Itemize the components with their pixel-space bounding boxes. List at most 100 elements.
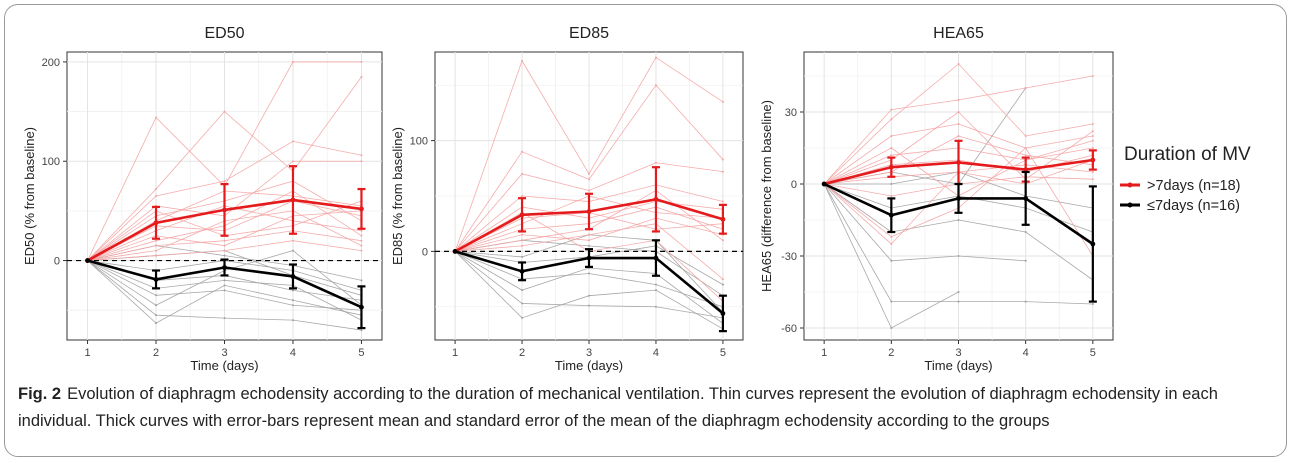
individual-short-point (588, 272, 590, 275)
x-tick-label: 3 (586, 347, 592, 359)
series-long-point (888, 164, 894, 170)
individual-long-point (155, 244, 158, 247)
x-axis-label: Time (days) (555, 358, 623, 373)
y-tick-label: 30 (785, 107, 797, 119)
individual-long-point (521, 172, 524, 175)
individual-long-point (957, 123, 960, 125)
individual-long-point (360, 229, 363, 232)
series-long-point (153, 220, 159, 226)
legend-long-label: >7days (n=18) (1147, 178, 1241, 194)
individual-long-point (890, 195, 893, 197)
x-tick-label: 2 (888, 347, 894, 359)
series-long-point (720, 216, 726, 222)
series-long-point (586, 209, 592, 214)
individual-short-point (890, 327, 893, 329)
individual-long-point (890, 118, 893, 121)
series-short-point (290, 274, 296, 279)
x-tick-label: 4 (290, 347, 296, 359)
panel-title: ED85 (569, 25, 609, 42)
series-long-point (519, 212, 525, 218)
panel-title: HEA65 (933, 25, 984, 42)
series-short-point (956, 196, 961, 201)
individual-long-point (654, 161, 657, 164)
y-axis-label: ED85 (% from baseline) (390, 127, 405, 265)
individual-long-point (223, 244, 226, 247)
series-short-point (821, 181, 827, 187)
individual-long-point (155, 239, 158, 242)
individual-short-point (521, 316, 524, 319)
individual-long-point (291, 160, 294, 163)
individual-long-point (957, 111, 960, 113)
individual-long-point (1024, 147, 1027, 149)
y-tick-label: -60 (781, 323, 797, 335)
individual-long-point (1091, 171, 1094, 173)
individual-short-point (957, 291, 960, 293)
series-short-point (1023, 196, 1029, 201)
individual-long-point (957, 99, 960, 101)
individual-long-point (721, 100, 724, 103)
individual-short-point (291, 319, 294, 322)
x-tick-label: 4 (653, 347, 659, 359)
individual-short-point (291, 299, 294, 302)
individual-short-point (1024, 231, 1027, 233)
individual-long-point (1091, 139, 1094, 142)
individual-long-point (1091, 130, 1094, 133)
caption-label: Fig. 2 (18, 385, 62, 403)
individual-short-point (957, 255, 960, 257)
individual-short-point (223, 284, 226, 287)
legend-long-point (1127, 182, 1133, 188)
individual-short-point (291, 304, 294, 307)
individual-long-point (223, 249, 226, 252)
series-short-point (586, 255, 592, 261)
x-axis-label: Time (days) (924, 358, 992, 373)
individual-long-point (360, 249, 363, 252)
individual-short-point (721, 283, 724, 286)
individual-long-point (721, 239, 724, 242)
series-long-point (1023, 167, 1029, 173)
series-long-point (359, 206, 364, 212)
individual-long-point (291, 60, 294, 63)
individual-short-point (890, 183, 893, 185)
individual-short-point (1024, 259, 1027, 262)
series-long-point (222, 207, 227, 213)
individual-long-point (1091, 123, 1094, 125)
series-long-point (653, 196, 659, 202)
y-axis-label: ED50 (% from baseline) (22, 127, 37, 265)
individual-short-point (890, 300, 893, 303)
individual-long-point (360, 75, 363, 78)
individual-short-point (155, 294, 158, 297)
individual-short-point (291, 249, 294, 252)
individual-long-point (654, 84, 657, 87)
individual-short-point (360, 329, 363, 332)
individual-short-point (654, 283, 657, 286)
individual-short-point (155, 304, 158, 307)
individual-long-point (360, 244, 363, 247)
series-short-point (1090, 241, 1096, 247)
individual-long-point (360, 60, 363, 63)
individual-long-point (890, 243, 893, 245)
individual-long-point (521, 233, 524, 236)
individual-long-point (588, 239, 590, 242)
panel-ed50: 1 2 3 4 5 0 100 200 ED50 Time (days) ED50 (% from … (22, 25, 383, 373)
legend-title: Duration of MV (1124, 144, 1251, 165)
individual-short-point (588, 294, 590, 297)
x-tick-label: 2 (519, 347, 525, 359)
individual-short-point (291, 289, 294, 292)
individual-long-point (890, 108, 893, 111)
individual-long-point (721, 200, 724, 203)
individual-short-point (1024, 300, 1027, 303)
series-long-point (290, 197, 296, 203)
individual-long-point (360, 160, 363, 163)
individual-short-point (957, 300, 960, 303)
individual-short-point (521, 289, 524, 292)
individual-short-point (223, 254, 226, 257)
series-short-point (222, 265, 227, 270)
individual-long-point (155, 188, 158, 191)
individual-long-point (155, 254, 158, 257)
individual-short-line (823, 183, 1026, 262)
individual-long-point (890, 147, 893, 149)
individual-long-point (155, 249, 158, 252)
x-tick-label: 5 (1090, 347, 1096, 359)
individual-short-point (223, 317, 226, 320)
